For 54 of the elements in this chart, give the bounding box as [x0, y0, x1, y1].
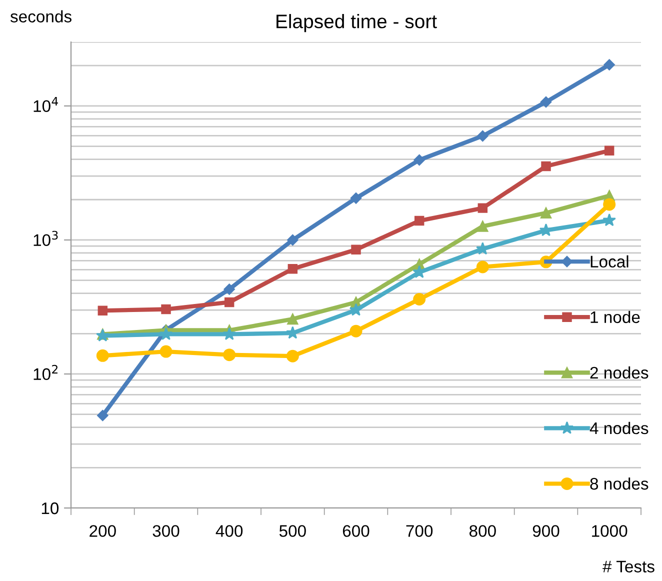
- legend-label: 8 nodes: [590, 477, 648, 490]
- point: [412, 265, 426, 278]
- x-tick-label: 900: [532, 525, 560, 537]
- point: [413, 293, 426, 306]
- point: [286, 350, 299, 362]
- point: [604, 146, 614, 156]
- chart-title: Elapsed time - sort: [276, 14, 437, 32]
- legend-label: 1 node: [590, 310, 640, 324]
- point: [414, 154, 425, 166]
- point: [540, 96, 552, 108]
- point: [540, 207, 552, 219]
- point: [161, 304, 171, 314]
- x-tick-label: 1000: [592, 525, 628, 537]
- legend-label: 4 nodes: [590, 422, 648, 434]
- x-tick-label: 400: [216, 525, 243, 537]
- point: [541, 161, 551, 172]
- x-tick-label: 500: [279, 525, 306, 537]
- legend-label: 2 nodes: [590, 366, 648, 379]
- point: [414, 216, 424, 226]
- point: [478, 203, 488, 213]
- point: [222, 327, 236, 340]
- point: [224, 297, 234, 308]
- point: [287, 234, 298, 246]
- point: [603, 198, 616, 211]
- x-axis-title: # Tests: [602, 560, 654, 572]
- x-tick-label: 300: [152, 525, 180, 537]
- point: [604, 59, 615, 70]
- x-tick-label: 200: [90, 525, 116, 537]
- legend-label: Local: [590, 255, 628, 268]
- y-axis-title: seconds: [10, 10, 72, 22]
- x-tick-label: 700: [406, 525, 433, 537]
- x-tick-label: 800: [469, 525, 496, 537]
- point: [287, 313, 298, 325]
- y-tick-label: 10$^{4}$: [34, 96, 58, 112]
- point: [350, 192, 362, 204]
- point: [98, 306, 108, 316]
- point: [350, 324, 362, 338]
- y-tick-label: 10$^{3}$: [34, 230, 58, 246]
- point: [349, 303, 363, 316]
- point: [223, 348, 236, 362]
- point: [351, 244, 361, 254]
- point: [224, 284, 235, 295]
- y-tick-label: 10$^{2}$: [34, 364, 58, 380]
- y-tick-label: 10: [42, 502, 59, 514]
- point: [477, 130, 488, 142]
- point: [160, 345, 172, 358]
- point: [477, 220, 488, 232]
- point: [97, 410, 108, 422]
- point: [602, 213, 616, 226]
- x-tick-label: 600: [342, 525, 370, 537]
- point: [288, 264, 298, 274]
- point: [96, 349, 109, 362]
- point: [476, 260, 489, 274]
- point: [159, 327, 173, 340]
